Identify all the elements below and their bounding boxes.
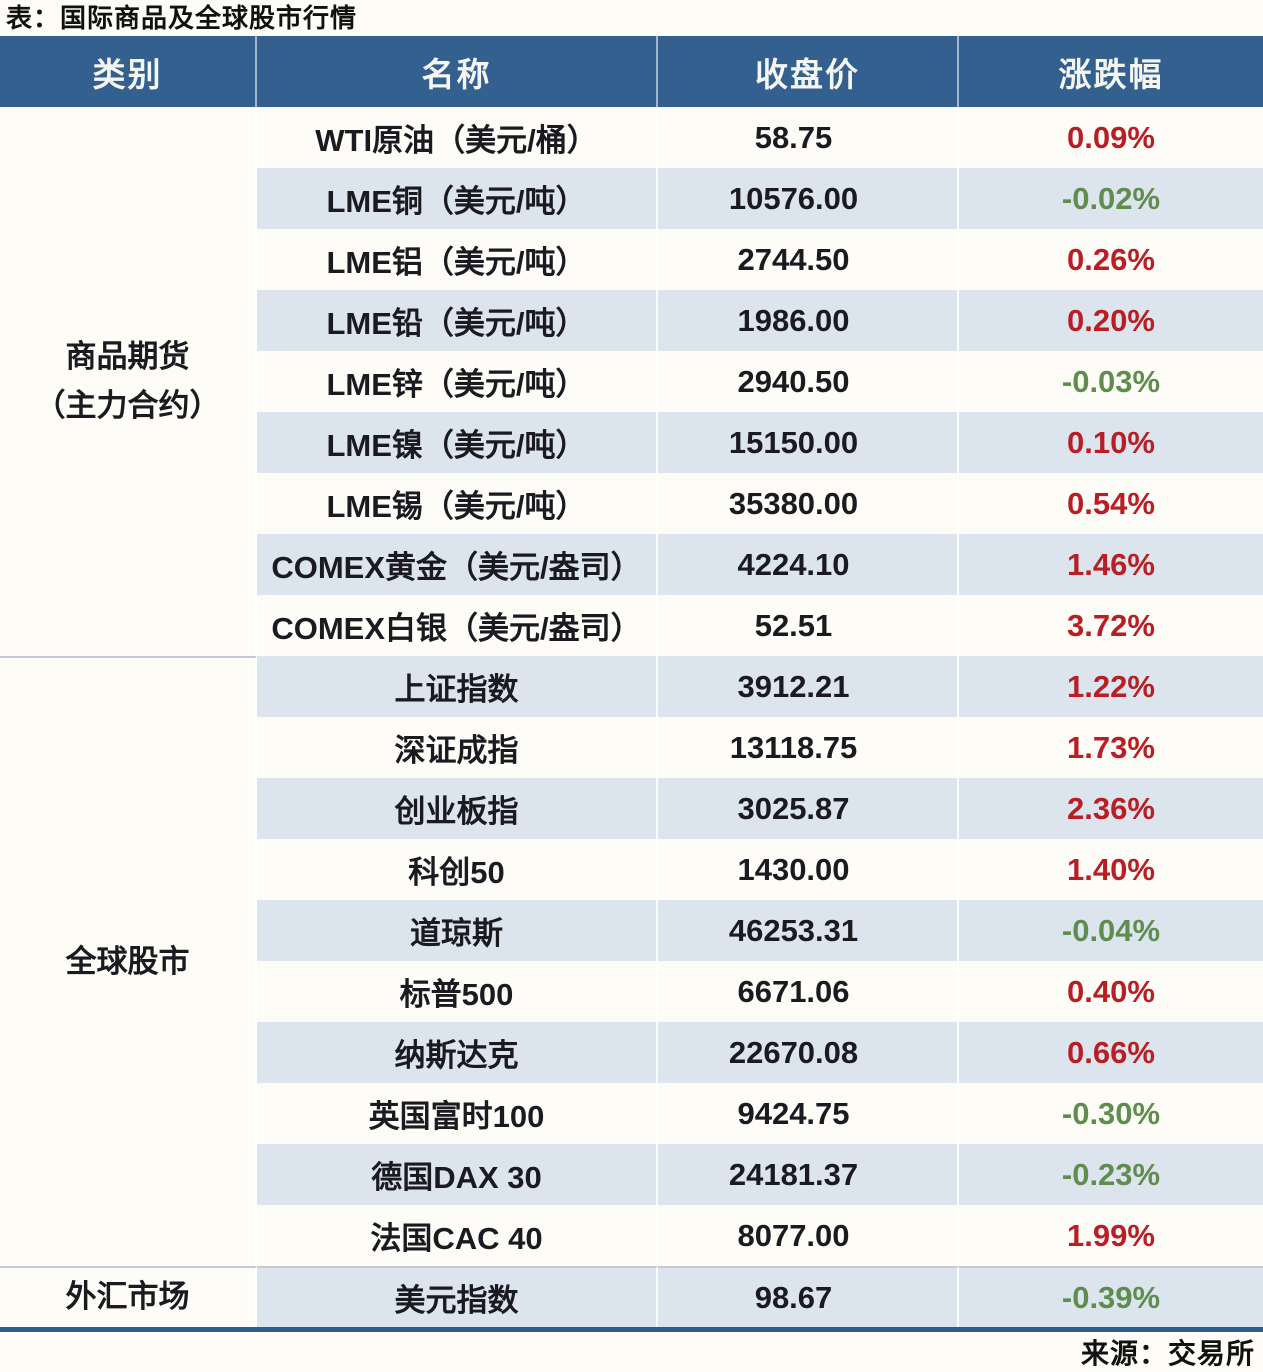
close-cell: 22670.08 — [658, 1022, 959, 1083]
change-cell: -0.04% — [959, 900, 1263, 961]
name-cell: COMEX白银（美元/盎司） — [257, 595, 658, 656]
change-cell: 1.22% — [959, 656, 1263, 717]
header-cell-category: 类别 — [0, 36, 257, 107]
close-cell: 1986.00 — [658, 290, 959, 351]
table-bottom-border — [0, 1327, 1263, 1332]
close-cell: 1430.00 — [658, 839, 959, 900]
name-cell: 深证成指 — [257, 717, 658, 778]
name-cell: 英国富时100 — [257, 1083, 658, 1144]
category-cell: 外汇市场 — [0, 1266, 257, 1327]
close-cell: 98.67 — [658, 1266, 959, 1327]
name-cell: COMEX黄金（美元/盎司） — [257, 534, 658, 595]
change-cell: 0.40% — [959, 961, 1263, 1022]
close-cell: 15150.00 — [658, 412, 959, 473]
name-cell: 法国CAC 40 — [257, 1205, 658, 1266]
change-cell: 0.20% — [959, 290, 1263, 351]
change-cell: 0.10% — [959, 412, 1263, 473]
name-cell: LME铝（美元/吨） — [257, 229, 658, 290]
change-cell: 1.73% — [959, 717, 1263, 778]
name-cell: WTI原油（美元/桶） — [257, 107, 658, 168]
name-cell: 美元指数 — [257, 1266, 658, 1327]
header-cell-close: 收盘价 — [658, 36, 959, 107]
category-cell: 商品期货 （主力合约） — [0, 107, 257, 656]
close-cell: 4224.10 — [658, 534, 959, 595]
change-cell: 3.72% — [959, 595, 1263, 656]
close-cell: 8077.00 — [658, 1205, 959, 1266]
close-cell: 13118.75 — [658, 717, 959, 778]
close-cell: 9424.75 — [658, 1083, 959, 1144]
name-cell: 纳斯达克 — [257, 1022, 658, 1083]
change-cell: 0.09% — [959, 107, 1263, 168]
change-cell: 1.46% — [959, 534, 1263, 595]
close-cell: 52.51 — [658, 595, 959, 656]
close-cell: 3912.21 — [658, 656, 959, 717]
name-cell: 创业板指 — [257, 778, 658, 839]
name-cell: 德国DAX 30 — [257, 1144, 658, 1205]
close-cell: 58.75 — [658, 107, 959, 168]
category-cell: 全球股市 — [0, 656, 257, 1266]
change-cell: 0.66% — [959, 1022, 1263, 1083]
close-cell: 35380.00 — [658, 473, 959, 534]
close-cell: 10576.00 — [658, 168, 959, 229]
name-cell: 道琼斯 — [257, 900, 658, 961]
name-cell: LME铜（美元/吨） — [257, 168, 658, 229]
source-note: 来源：交易所 — [1080, 1338, 1255, 1369]
close-cell: 3025.87 — [658, 778, 959, 839]
name-cell: LME镍（美元/吨） — [257, 412, 658, 473]
close-cell: 24181.37 — [658, 1144, 959, 1205]
name-cell: 科创50 — [257, 839, 658, 900]
page-title: 表：国际商品及全球股市行情 — [6, 3, 358, 33]
header-cell-name: 名称 — [257, 36, 658, 107]
close-cell: 46253.31 — [658, 900, 959, 961]
change-cell: -0.39% — [959, 1266, 1263, 1327]
change-cell: 1.99% — [959, 1205, 1263, 1266]
change-cell: 0.26% — [959, 229, 1263, 290]
name-cell: 上证指数 — [257, 656, 658, 717]
change-cell: 2.36% — [959, 778, 1263, 839]
change-cell: 0.54% — [959, 473, 1263, 534]
close-cell: 2940.50 — [658, 351, 959, 412]
close-cell: 6671.06 — [658, 961, 959, 1022]
change-cell: -0.30% — [959, 1083, 1263, 1144]
name-cell: LME锌（美元/吨） — [257, 351, 658, 412]
name-cell: LME锡（美元/吨） — [257, 473, 658, 534]
close-cell: 2744.50 — [658, 229, 959, 290]
name-cell: LME铅（美元/吨） — [257, 290, 658, 351]
market-table: 类别 名称 收盘价 涨跌幅 商品期货 （主力合约） WTI原油（美元/桶） 58.7… — [0, 36, 1263, 1327]
header-cell-change: 涨跌幅 — [959, 36, 1263, 107]
change-cell: -0.03% — [959, 351, 1263, 412]
name-cell: 标普500 — [257, 961, 658, 1022]
change-cell: -0.02% — [959, 168, 1263, 229]
change-cell: 1.40% — [959, 839, 1263, 900]
change-cell: -0.23% — [959, 1144, 1263, 1205]
